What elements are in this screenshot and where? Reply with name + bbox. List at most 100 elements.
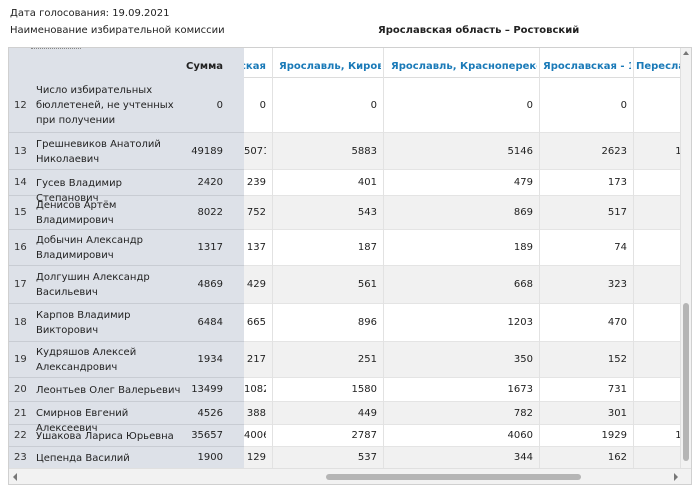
row-number: 14 — [14, 177, 27, 188]
candidate-name: Леонтьев Олег Валерьевич — [36, 385, 181, 396]
scrolling-columns: 0 0 0 0 5071 5883 5146 2623 13 239 401 479 173 752 543… — [244, 48, 682, 469]
candidate-name: Ушакова Лариса Юрьевна — [36, 431, 174, 442]
table-cell: 0 — [526, 100, 533, 111]
scroll-right-icon[interactable] — [674, 473, 678, 481]
table-row[interactable]: 20 Леонтьев Олег Валерьевич 13499 — [9, 378, 244, 402]
table-row[interactable]: 388 449 782 301 1 — [244, 402, 682, 425]
table-cell: 1 — [634, 317, 683, 328]
candidate-name: Гусев Владимир Степанович — [36, 178, 122, 204]
table-cell: 152 — [607, 354, 627, 365]
table-cell: 665 — [246, 317, 266, 328]
table-cell: 173 — [607, 177, 627, 188]
row-sum: 6484 — [197, 317, 223, 328]
table-cell: 350 — [513, 354, 533, 365]
voting-date: Дата голосования: 19.09.2021 — [10, 8, 170, 19]
table-row[interactable]: 13 Грешневиков Анатолий Николаевич 49189 — [9, 133, 244, 170]
column-divider — [272, 48, 273, 469]
table-row[interactable]: 129 537 344 162 — [244, 447, 682, 469]
table-cell: 517 — [607, 207, 627, 218]
table-cell: 1580 — [351, 384, 377, 395]
row-sum: 4526 — [197, 408, 223, 419]
row-sum: 1317 — [197, 242, 223, 253]
row-sum: 13499 — [191, 384, 223, 395]
table-cell: 5883 — [351, 146, 377, 157]
column-header-1[interactable]: Ярославль, Кировская — [279, 61, 381, 72]
horizontal-scroll-thumb[interactable] — [326, 474, 581, 480]
table-cell: 12 — [675, 430, 682, 441]
table-row[interactable]: 23 Цепенда Василий Васильевич 1900 — [9, 447, 244, 469]
region-title: Ярославская область – Ростовский — [378, 25, 580, 36]
table-row[interactable]: 137 187 189 74 — [244, 230, 682, 266]
table-cell: 543 — [357, 207, 377, 218]
frozen-header: Сумма — [9, 59, 244, 75]
table-cell: 869 — [513, 207, 533, 218]
row-number: 13 — [14, 146, 27, 157]
table-cell: 401 — [357, 177, 377, 188]
frozen-columns: Сумма 12 Число избирательных бюллетеней, … — [9, 48, 244, 469]
table-row[interactable]: 22 Ушакова Лариса Юрьевна 35657 — [9, 425, 244, 447]
table-row[interactable]: 0 0 0 0 — [244, 78, 682, 133]
vertical-scrollbar[interactable] — [680, 48, 691, 469]
table-row[interactable]: 1082 1580 1673 731 2 — [244, 378, 682, 402]
table-row[interactable]: 429 561 668 323 2 — [244, 266, 682, 304]
table-row[interactable]: 16 Добычин Александр Владимирович 1317 — [9, 230, 244, 266]
table-cell: 1 — [634, 408, 683, 419]
table-row[interactable]: 752 543 869 517 2 — [244, 196, 682, 230]
table-cell: 301 — [607, 408, 627, 419]
column-header-0[interactable]: ская — [244, 61, 266, 72]
table-row[interactable]: 15 Денисов Артём Владимирович 8022 — [9, 196, 244, 230]
candidate-name: Число избирательных бюллетеней, не учтен… — [36, 85, 174, 126]
candidate-name: Кудряшов Алексей Александрович — [36, 347, 137, 373]
table-row[interactable]: 5071 5883 5146 2623 13 — [244, 133, 682, 170]
row-number: 12 — [14, 100, 27, 111]
table-cell: 896 — [357, 317, 377, 328]
row-number: 18 — [14, 317, 27, 328]
row-sum: 0 — [216, 100, 223, 111]
table-row[interactable]: 665 896 1203 470 1 — [244, 304, 682, 342]
column-divider — [383, 48, 384, 469]
table-cell: 187 — [357, 242, 377, 253]
table-cell: 344 — [513, 452, 533, 463]
table-row[interactable]: 14 Гусев Владимир Степанович 2420 — [9, 170, 244, 204]
table-row[interactable]: 4006 2787 4060 1929 12 — [244, 425, 682, 447]
sum-column-header[interactable]: Сумма — [186, 61, 223, 72]
column-headers: ская Ярославль, Кировская Ярославль, Красн… — [244, 48, 682, 78]
table-row[interactable]: 19 Кудряшов Алексей Александрович 1934 — [9, 342, 244, 378]
table-cell: 189 — [513, 242, 533, 253]
table-cell: 2 — [634, 279, 683, 290]
table-cell: 2623 — [601, 146, 627, 157]
candidate-name: Долгушин Александр Васильевич — [36, 272, 150, 298]
table-cell: 251 — [357, 354, 377, 365]
row-number: 19 — [14, 354, 27, 365]
row-sum: 49189 — [191, 146, 223, 157]
table-cell: 2 — [634, 384, 683, 395]
table-row[interactable]: 217 251 350 152 — [244, 342, 682, 378]
column-divider — [633, 48, 634, 469]
candidate-name: Цепенда Василий Васильевич — [36, 453, 130, 469]
table-cell: 429 — [246, 279, 266, 290]
table-row[interactable]: 239 401 479 173 — [244, 170, 682, 196]
table-cell: 1203 — [507, 317, 533, 328]
horizontal-scrollbar[interactable] — [9, 468, 691, 484]
table-cell: 449 — [357, 408, 377, 419]
scroll-up-icon[interactable] — [683, 51, 689, 55]
scroll-left-icon[interactable] — [13, 473, 17, 481]
candidate-name: Добычин Александр Владимирович — [36, 235, 143, 261]
row-sum: 2420 — [197, 177, 223, 188]
table-row[interactable]: 18 Карпов Владимир Викторович 6484 — [9, 304, 244, 342]
commission-label: Наименование избирательной комиссии — [10, 25, 225, 36]
table-cell: 1082 — [244, 384, 266, 395]
column-header-4[interactable]: Переславск — [636, 61, 682, 72]
column-header-3[interactable]: Ярославская - 195 — [543, 61, 631, 72]
table-row[interactable]: 17 Долгушин Александр Васильевич 4869 — [9, 266, 244, 304]
vertical-scroll-thumb[interactable] — [683, 303, 689, 461]
candidate-name: Смирнов Евгений Алексеевич — [36, 408, 129, 434]
row-number: 23 — [14, 452, 27, 463]
table-cell: 2 — [634, 207, 683, 218]
table-cell: 2787 — [351, 430, 377, 441]
table-cell: 5146 — [507, 146, 533, 157]
table-row[interactable]: 12 Число избирательных бюллетеней, не учт… — [9, 78, 244, 133]
table-cell: 537 — [357, 452, 377, 463]
table-row[interactable]: 21 Смирнов Евгений Алексеевич 4526 — [9, 402, 244, 434]
column-header-2[interactable]: Ярославль, Красноперекопская — [391, 61, 537, 72]
